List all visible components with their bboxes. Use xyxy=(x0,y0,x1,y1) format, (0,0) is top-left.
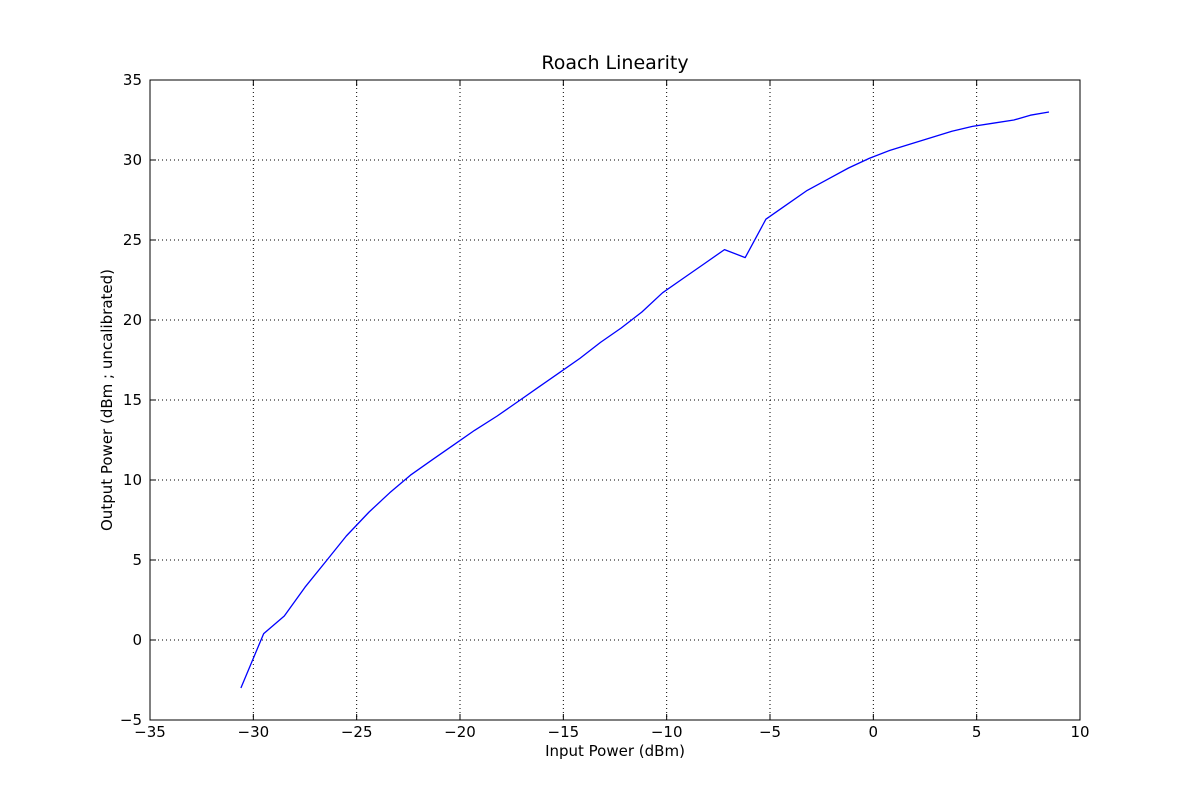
chart-title: Roach Linearity xyxy=(541,52,688,74)
data-point xyxy=(1048,111,1049,112)
data-point xyxy=(410,475,411,476)
data-point xyxy=(325,561,326,562)
data-point xyxy=(346,535,347,536)
series-line xyxy=(240,111,1050,689)
x-tick-label: −30 xyxy=(238,723,270,741)
x-tick-label: −10 xyxy=(651,723,683,741)
data-point xyxy=(931,137,932,138)
x-tick-label: −20 xyxy=(444,723,476,741)
data-point xyxy=(662,292,663,293)
data-point xyxy=(745,257,746,258)
data-point xyxy=(389,492,390,493)
data-point xyxy=(1013,119,1014,120)
data-point xyxy=(538,387,539,388)
data-point xyxy=(765,219,766,220)
y-tick-label: 0 xyxy=(132,631,142,649)
data-point xyxy=(433,459,434,460)
x-tick-label: −15 xyxy=(548,723,580,741)
data-point xyxy=(517,401,518,402)
grid xyxy=(150,80,1080,720)
data-point xyxy=(474,430,475,431)
data-point xyxy=(827,179,828,180)
x-tick-label: −5 xyxy=(759,723,781,741)
y-tick-label: 5 xyxy=(132,551,142,569)
x-tick-label: −25 xyxy=(341,723,373,741)
data-point xyxy=(910,143,911,144)
x-tick-label: 10 xyxy=(1070,723,1089,741)
data-point xyxy=(869,158,870,159)
data-point xyxy=(579,358,580,359)
data-point xyxy=(368,511,369,512)
y-tick-label: 15 xyxy=(123,391,142,409)
y-tick-label: 35 xyxy=(123,71,142,89)
x-tick-label: 0 xyxy=(869,723,879,741)
data-point xyxy=(807,190,808,191)
data-point xyxy=(304,587,305,588)
x-tick-label: 5 xyxy=(972,723,982,741)
data-point xyxy=(889,150,890,151)
data-point xyxy=(559,372,560,373)
data-point xyxy=(848,167,849,168)
tick-labels: −35 −30 −25 −20 −15 −10 −5 0 5 10 −5 0 5 10 15 20 25 30 35 xyxy=(120,71,1090,741)
data-point xyxy=(453,444,454,445)
data-point xyxy=(621,327,622,328)
data-point xyxy=(497,415,498,416)
data-point xyxy=(972,126,973,127)
data-point xyxy=(951,131,952,132)
data-point xyxy=(600,342,601,343)
data-point xyxy=(263,633,264,634)
data-point xyxy=(703,263,704,264)
data-point xyxy=(683,278,684,279)
y-tick-label: 10 xyxy=(123,471,142,489)
data-point xyxy=(641,311,642,312)
data-point xyxy=(993,123,994,124)
series-layer xyxy=(240,111,1050,689)
data-point xyxy=(240,687,241,688)
data-point xyxy=(724,249,725,250)
data-point xyxy=(284,615,285,616)
y-axis-label: Output Power (dBm ; uncalibrated) xyxy=(98,269,116,531)
y-tick-label: 30 xyxy=(123,151,142,169)
y-tick-label: 25 xyxy=(123,231,142,249)
ticks xyxy=(149,79,1081,721)
data-point xyxy=(786,204,787,205)
x-axis-label: Input Power (dBm) xyxy=(545,742,685,760)
x-tick-label: −35 xyxy=(134,723,166,741)
y-tick-label: 20 xyxy=(123,311,142,329)
y-tick-label: −5 xyxy=(120,711,142,729)
data-point xyxy=(1030,115,1031,116)
